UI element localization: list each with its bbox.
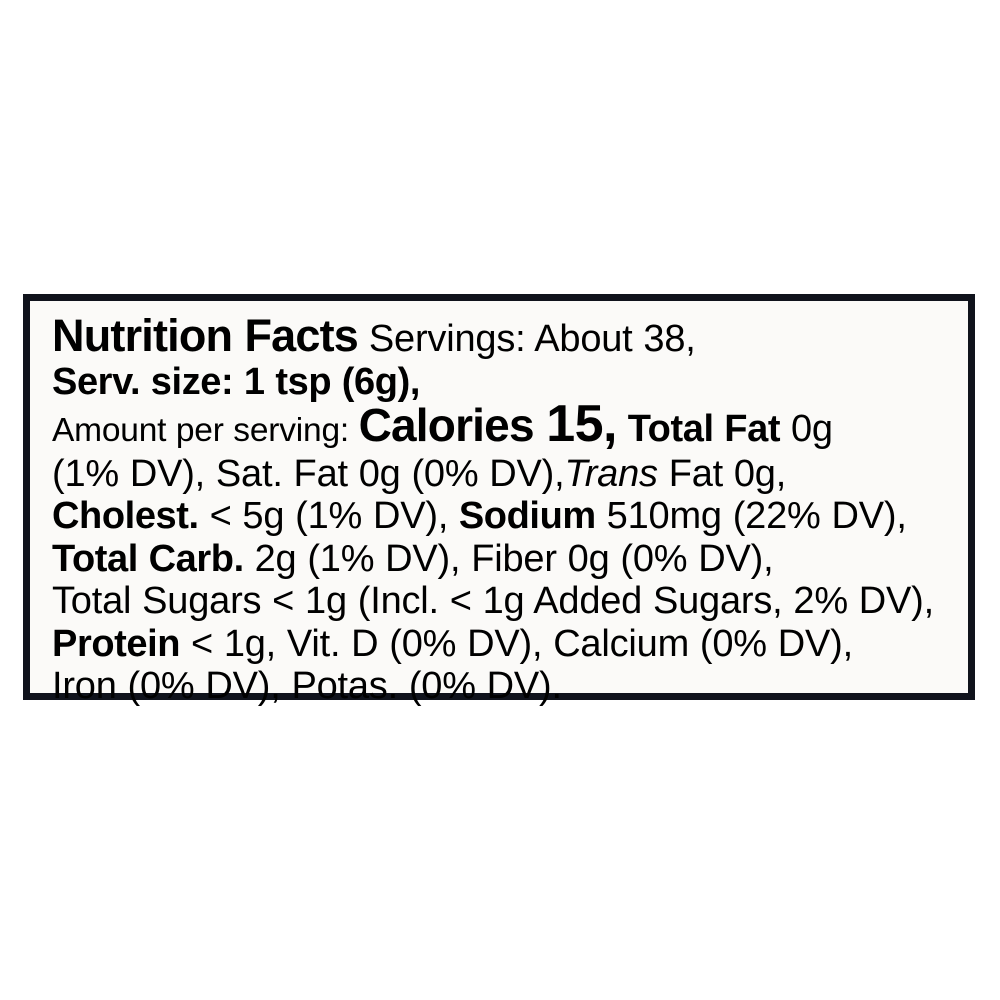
saturated-fat-value: 0g (0% DV),	[358, 452, 565, 495]
trans-fat-label: Trans	[564, 452, 659, 495]
cholesterol-value: < 5g (1% DV),	[209, 495, 449, 537]
total-sugars-line: Total Sugars < 1g (Incl. < 1g Added Suga…	[52, 580, 958, 708]
serving-size: Serv. size: 1 tsp (6g),	[52, 360, 420, 403]
calories-value: 15,	[546, 395, 618, 453]
potassium-value: Potas. (0% DV).	[291, 665, 562, 707]
nutrition-facts-content: Nutrition Facts Servings: About 38, Serv…	[30, 301, 968, 707]
cholesterol-label: Cholest.	[52, 495, 199, 537]
protein-value: < 1g,	[190, 622, 277, 665]
amount-per-serving-label: Amount per serving:	[52, 412, 349, 449]
cholesterol-sodium-line: Cholest. < 5g (1% DV), Sodium 510mg (22%…	[52, 495, 958, 538]
servings-per-container: Servings: About 38,	[368, 318, 696, 360]
serving-size-line: Serv. size: 1 tsp (6g),	[52, 361, 958, 404]
total-fat-value: 0g	[790, 408, 833, 450]
sodium-label: Sodium	[458, 495, 596, 537]
vitamin-d-value: Vit. D (0% DV),	[286, 622, 543, 665]
total-carbohydrate-value: 2g (1% DV),	[254, 537, 461, 580]
protein-label: Protein	[52, 622, 181, 665]
nutrition-facts-panel: Nutrition Facts Servings: About 38, Serv…	[23, 294, 975, 707]
nutrition-facts-text-block: Nutrition Facts Servings: About 38, Serv…	[52, 313, 958, 708]
trans-fat-value: Fat 0g,	[668, 452, 787, 495]
total-fat-daily-value: (1% DV),	[52, 452, 206, 495]
total-sugars-value: Total Sugars < 1g (Incl. < 1g Added Suga…	[52, 580, 934, 622]
saturated-fat-label: Sat. Fat	[215, 452, 348, 495]
title-and-servings-line: Nutrition Facts Servings: About 38,	[52, 313, 958, 361]
fat-details-line: (1% DV), Sat. Fat 0g (0% DV),Trans Fat 0…	[52, 453, 958, 496]
nutrition-facts-title: Nutrition Facts	[52, 310, 359, 361]
total-carbohydrate-label: Total Carb.	[52, 537, 244, 580]
carbohydrate-fiber-line: Total Carb. 2g (1% DV), Fiber 0g (0% DV)…	[52, 538, 958, 581]
total-fat-label: Total Fat	[627, 408, 781, 450]
sodium-value: 510mg (22% DV),	[606, 495, 907, 537]
dietary-fiber-value: Fiber 0g (0% DV),	[471, 537, 774, 580]
calories-label: Calories	[358, 399, 535, 451]
calories-line: Amount per serving: Calories 15, Total F…	[52, 398, 958, 453]
iron-value: Iron (0% DV),	[52, 665, 281, 707]
calcium-value: Calcium (0% DV),	[553, 622, 853, 665]
